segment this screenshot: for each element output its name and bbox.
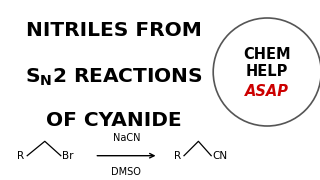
Text: HELP: HELP [246, 64, 288, 80]
Text: R: R [174, 151, 181, 161]
Text: OF CYANIDE: OF CYANIDE [46, 111, 181, 130]
Text: S$_{\mathregular{N}}$2 REACTIONS: S$_{\mathregular{N}}$2 REACTIONS [25, 67, 203, 88]
Text: ASAP: ASAP [245, 84, 289, 99]
Text: CN: CN [213, 151, 228, 161]
Text: NaCN: NaCN [113, 133, 140, 143]
Text: DMSO: DMSO [111, 167, 141, 177]
Text: CHEM: CHEM [244, 46, 291, 62]
Text: NITRILES FROM: NITRILES FROM [26, 21, 202, 40]
Text: R: R [17, 151, 24, 161]
Text: Br: Br [62, 151, 74, 161]
